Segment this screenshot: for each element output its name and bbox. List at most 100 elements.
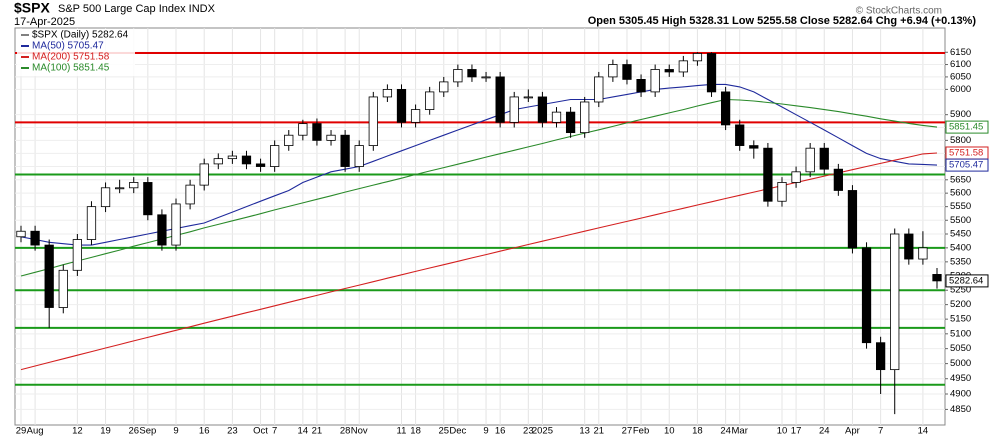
candle-body	[918, 247, 928, 260]
x-tick-label: 28	[340, 426, 351, 437]
y-tick-label: 5650	[950, 174, 971, 185]
y-tick-label: 6100	[950, 59, 971, 70]
y-tick-label: 5900	[950, 109, 971, 120]
y-tick-label: 6000	[950, 84, 971, 95]
x-tick-label: 24	[720, 426, 731, 437]
candle-body	[340, 134, 350, 167]
candle-body	[664, 69, 674, 73]
candle-body	[354, 145, 364, 167]
x-tick-label: 24	[819, 426, 830, 437]
candle-body	[199, 163, 209, 186]
x-tick-label: 13	[579, 426, 590, 437]
candle-body	[100, 187, 111, 208]
candle-body	[819, 147, 829, 170]
quote: Open 5305.45 High 5328.31 Low 5255.58 Cl…	[588, 15, 977, 27]
candle-body	[171, 203, 181, 246]
candle-body	[58, 269, 68, 308]
x-tick-label: 16	[199, 426, 210, 437]
x-tick-label: 11	[397, 426, 407, 437]
candle-body	[481, 76, 491, 79]
y-tick-label: 5050	[950, 343, 971, 354]
candle-body	[749, 145, 759, 149]
candle-body	[255, 163, 266, 167]
y-tick-label: 5500	[950, 215, 971, 226]
x-tick-label: 9	[173, 426, 178, 437]
y-tick-label: 6150	[950, 47, 971, 58]
x-tick-label: 10	[777, 426, 788, 437]
candle-body	[129, 182, 139, 189]
candle-body	[594, 76, 604, 103]
candle-body	[523, 96, 533, 99]
candle-body	[439, 81, 449, 93]
candle-body	[608, 64, 618, 78]
y-tick-label: 5800	[950, 135, 971, 146]
candle-body	[143, 182, 153, 216]
candle-body	[777, 182, 787, 202]
x-tick-label: 10	[664, 426, 675, 437]
y-tick-label: 4950	[950, 373, 971, 384]
candle-body	[791, 171, 801, 183]
candle-body	[509, 96, 519, 123]
x-tick-label: 16	[495, 426, 506, 437]
x-tick-label: 23	[523, 426, 534, 437]
candle-body	[720, 91, 731, 126]
candle-body	[298, 123, 308, 136]
candle-body	[467, 69, 477, 78]
value-box	[945, 120, 989, 134]
legend-box	[17, 29, 135, 76]
x-tick-label: Sep	[139, 426, 156, 437]
value-box	[945, 274, 989, 288]
y-tick-label: 5400	[950, 242, 971, 253]
credit: © StockCharts.com	[856, 6, 942, 17]
candle-body	[30, 230, 40, 246]
candle-body	[537, 96, 548, 123]
x-tick-label: 26	[128, 426, 139, 437]
candle-body	[706, 53, 717, 93]
candle-body	[622, 64, 632, 80]
candle-body	[763, 147, 773, 202]
y-tick-label: 6050	[950, 71, 971, 82]
plot-area	[14, 27, 946, 426]
x-tick-label: 7	[878, 426, 883, 437]
x-tick-label: 21	[312, 426, 323, 437]
candle-body	[565, 111, 576, 134]
legend-label: $SPX (Daily) 5282.64	[32, 30, 129, 41]
chart-date: 17-Apr-2025	[14, 16, 75, 28]
y-tick-label: 4850	[950, 404, 971, 415]
candle-body	[185, 184, 195, 205]
x-tick-label: Aug	[27, 426, 44, 437]
value-box-label: 5282.64	[949, 275, 983, 286]
x-tick-label: 17	[791, 426, 802, 437]
x-tick-label: Mar	[732, 426, 748, 437]
candle-body	[410, 109, 421, 123]
candle-body	[382, 88, 393, 98]
x-tick-label: 27	[622, 426, 633, 437]
y-tick-label: 5450	[950, 229, 971, 240]
y-tick-label: 5000	[950, 358, 971, 369]
candle-body	[847, 190, 858, 249]
y-tick-label: 4900	[950, 389, 971, 400]
x-tick-label: 18	[410, 426, 421, 437]
candle-body	[86, 206, 97, 240]
candle-body	[72, 239, 82, 271]
candle-body	[678, 60, 688, 73]
candle-body	[16, 230, 26, 238]
candle-body	[368, 96, 378, 146]
candle-body	[115, 187, 125, 190]
x-tick-label: Oct	[253, 426, 268, 437]
candle-body	[312, 123, 322, 141]
y-tick-label: 5600	[950, 188, 971, 199]
candle-body	[241, 155, 252, 165]
candle-body	[861, 247, 872, 344]
candle-body	[425, 91, 435, 110]
candle-body	[270, 145, 280, 167]
legend-label: MA(100) 5851.45	[32, 63, 110, 74]
candle-body	[580, 101, 590, 134]
chart-title: $SPX	[14, 0, 50, 16]
y-tick-label: 5350	[950, 256, 971, 267]
candle-body	[157, 214, 167, 246]
value-box-label: 5705.47	[949, 160, 983, 171]
candle-body	[213, 158, 223, 165]
candle-body	[904, 233, 914, 260]
